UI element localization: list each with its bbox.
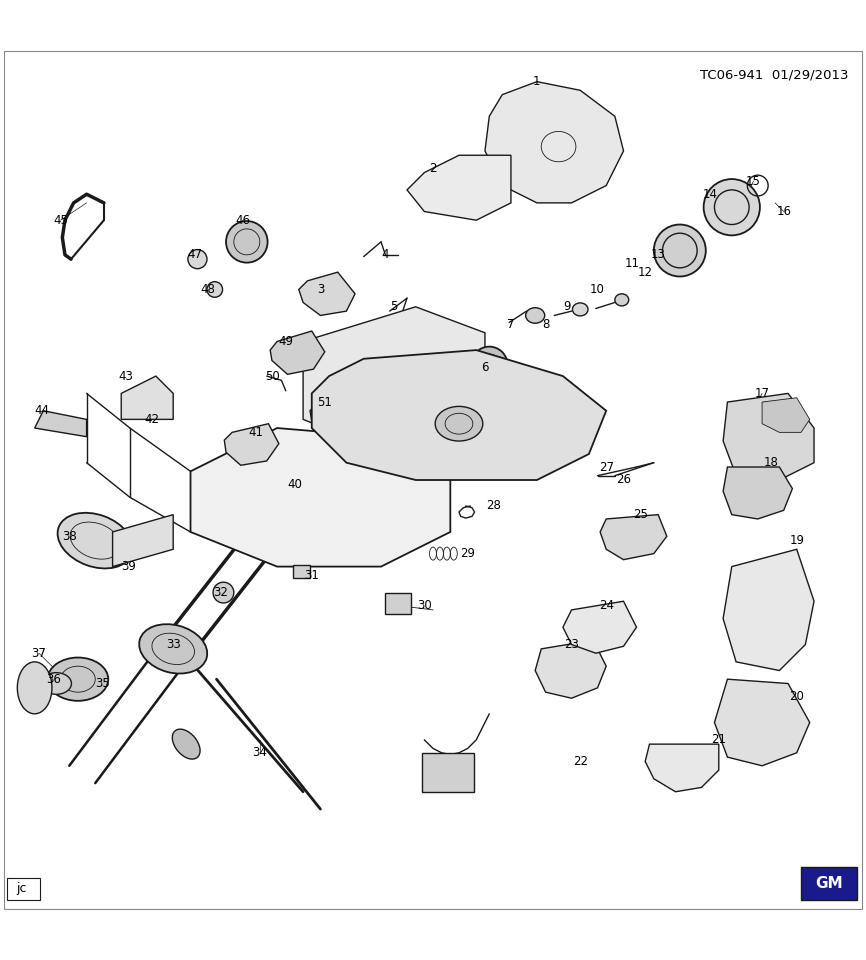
Text: 22: 22 [572, 755, 588, 768]
Text: 21: 21 [711, 733, 727, 746]
Text: 32: 32 [213, 586, 229, 599]
Ellipse shape [615, 294, 629, 306]
Text: 34: 34 [252, 746, 268, 759]
Text: 45: 45 [53, 214, 68, 227]
Polygon shape [600, 515, 667, 560]
Polygon shape [762, 397, 810, 432]
Ellipse shape [654, 225, 706, 276]
Ellipse shape [188, 250, 207, 269]
Ellipse shape [57, 513, 133, 568]
Bar [7, 878, 40, 900]
Text: 33: 33 [165, 638, 181, 651]
Text: 25: 25 [633, 508, 649, 521]
Ellipse shape [226, 221, 268, 263]
Text: jc: jc [16, 882, 27, 896]
Text: 46: 46 [235, 214, 250, 227]
Ellipse shape [207, 281, 223, 298]
Bar [293, 564, 310, 578]
Polygon shape [270, 331, 325, 374]
Text: 43: 43 [118, 370, 133, 383]
Ellipse shape [48, 658, 108, 701]
Polygon shape [35, 411, 87, 437]
Text: 42: 42 [144, 413, 159, 426]
Text: 40: 40 [287, 478, 302, 491]
Text: 36: 36 [46, 673, 61, 685]
Ellipse shape [139, 624, 207, 674]
Text: 48: 48 [200, 283, 216, 296]
Text: 13: 13 [650, 249, 666, 261]
Bar [422, 753, 474, 792]
Bar [385, 592, 411, 614]
Text: 11: 11 [624, 257, 640, 270]
Text: 17: 17 [754, 387, 770, 400]
Polygon shape [113, 515, 173, 566]
Polygon shape [563, 601, 637, 653]
Ellipse shape [41, 673, 71, 694]
Text: 4: 4 [382, 249, 389, 261]
Text: GM: GM [816, 876, 843, 891]
Polygon shape [485, 82, 624, 203]
Text: 38: 38 [61, 530, 77, 542]
Polygon shape [723, 394, 814, 480]
Ellipse shape [172, 730, 200, 759]
Polygon shape [303, 307, 485, 437]
Text: 3: 3 [317, 283, 324, 296]
Text: 29: 29 [460, 547, 475, 560]
Polygon shape [723, 467, 792, 519]
Text: 16: 16 [776, 205, 792, 218]
Ellipse shape [526, 307, 545, 324]
Ellipse shape [17, 661, 52, 714]
Text: 24: 24 [598, 599, 614, 612]
Text: 12: 12 [637, 266, 653, 278]
Polygon shape [535, 640, 606, 698]
Text: 14: 14 [702, 188, 718, 201]
Ellipse shape [471, 347, 507, 383]
Text: 44: 44 [34, 404, 49, 418]
Text: 47: 47 [187, 249, 203, 261]
Text: 41: 41 [248, 426, 263, 439]
Polygon shape [723, 549, 814, 670]
Text: 18: 18 [763, 456, 779, 469]
Text: 30: 30 [417, 599, 432, 612]
Circle shape [213, 582, 234, 603]
Ellipse shape [703, 180, 760, 235]
Text: 20: 20 [789, 690, 805, 703]
Text: 15: 15 [746, 175, 761, 188]
Polygon shape [645, 744, 719, 792]
Text: 31: 31 [304, 568, 320, 582]
Polygon shape [224, 423, 279, 466]
Text: 19: 19 [789, 534, 805, 547]
Text: 28: 28 [486, 499, 501, 513]
Text: 1: 1 [533, 75, 540, 88]
Polygon shape [191, 428, 450, 566]
Text: 5: 5 [391, 300, 397, 313]
Text: 35: 35 [94, 677, 110, 690]
Text: 7: 7 [507, 318, 514, 330]
Text: 39: 39 [120, 560, 136, 573]
Text: 26: 26 [616, 473, 631, 487]
Polygon shape [714, 679, 810, 766]
Polygon shape [312, 350, 606, 480]
Text: 37: 37 [31, 647, 47, 660]
Ellipse shape [572, 303, 588, 316]
Text: 6: 6 [481, 361, 488, 373]
Polygon shape [299, 272, 355, 316]
Bar [801, 867, 857, 900]
Polygon shape [310, 396, 364, 435]
Polygon shape [121, 376, 173, 420]
Text: 27: 27 [598, 461, 614, 473]
Text: 49: 49 [278, 335, 294, 348]
Ellipse shape [436, 406, 483, 441]
Text: 10: 10 [590, 283, 605, 296]
Text: 50: 50 [265, 370, 281, 383]
Polygon shape [407, 156, 511, 220]
Text: 23: 23 [564, 638, 579, 651]
Text: 8: 8 [542, 318, 549, 330]
Text: TC06-941  01/29/2013: TC06-941 01/29/2013 [701, 69, 849, 82]
Text: 9: 9 [564, 300, 571, 313]
Text: 2: 2 [430, 161, 436, 175]
Text: 51: 51 [317, 396, 333, 409]
